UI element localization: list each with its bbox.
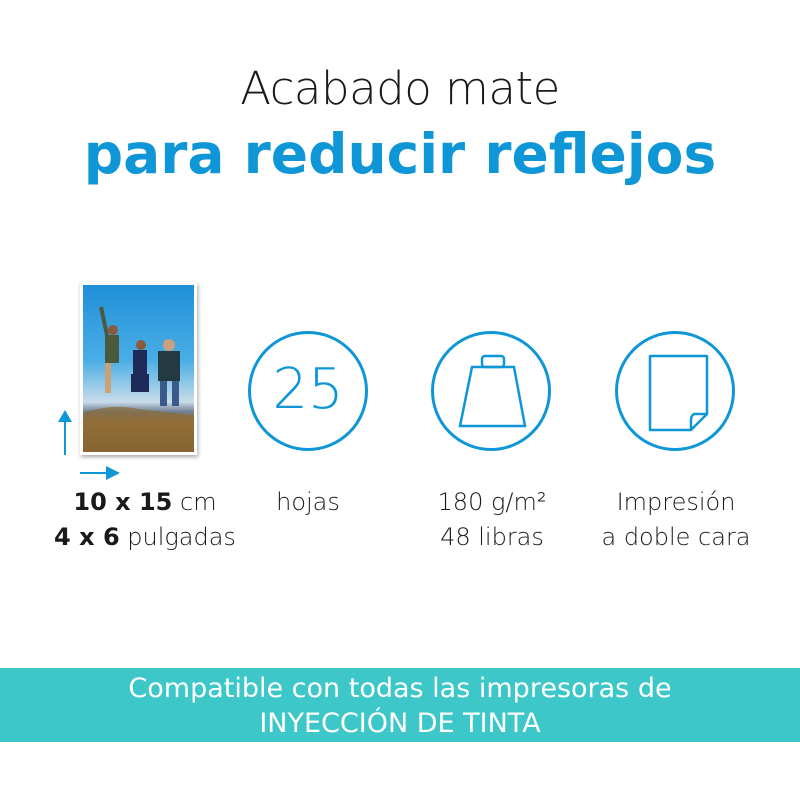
weight-circle <box>431 331 551 451</box>
double-sided-line-2: a doble cara <box>601 523 751 551</box>
double-sided-circle <box>615 331 735 451</box>
weight-gsm: 180 g/m² <box>437 488 547 516</box>
heading-line-1: Acabado mate <box>240 62 560 115</box>
sheet-count-number: 25 <box>272 357 344 422</box>
compatibility-banner: Compatible con todas las impresoras de I… <box>0 668 800 742</box>
size-cm-unit: cm <box>172 488 217 516</box>
height-arrow-icon <box>58 410 72 455</box>
weight-caption: 180 g/m² 48 libras <box>392 485 592 555</box>
sample-photo <box>80 282 197 455</box>
size-inch-unit: pulgadas <box>119 523 236 551</box>
width-arrow-icon <box>80 466 120 480</box>
double-sided-page-icon <box>648 354 709 432</box>
weight-icon <box>458 354 527 428</box>
size-caption: 10 x 15 cm 4 x 6 pulgadas <box>40 485 250 555</box>
banner-line-1: Compatible con todas las impresoras de <box>128 673 672 704</box>
sheet-count-circle: 25 <box>248 331 368 451</box>
sheet-count-label: hojas <box>276 488 340 516</box>
banner-line-2: INYECCIÓN DE TINTA <box>259 708 541 739</box>
size-inch-value: 4 x 6 <box>54 523 120 551</box>
jumping-people-illustration <box>83 306 194 452</box>
heading-line-2: para reducir reflejos <box>83 122 717 186</box>
double-sided-line-1: Impresión <box>616 488 736 516</box>
size-cm-value: 10 x 15 <box>73 488 173 516</box>
weight-lbs: 48 libras <box>440 523 544 551</box>
double-sided-caption: Impresión a doble cara <box>576 485 776 555</box>
